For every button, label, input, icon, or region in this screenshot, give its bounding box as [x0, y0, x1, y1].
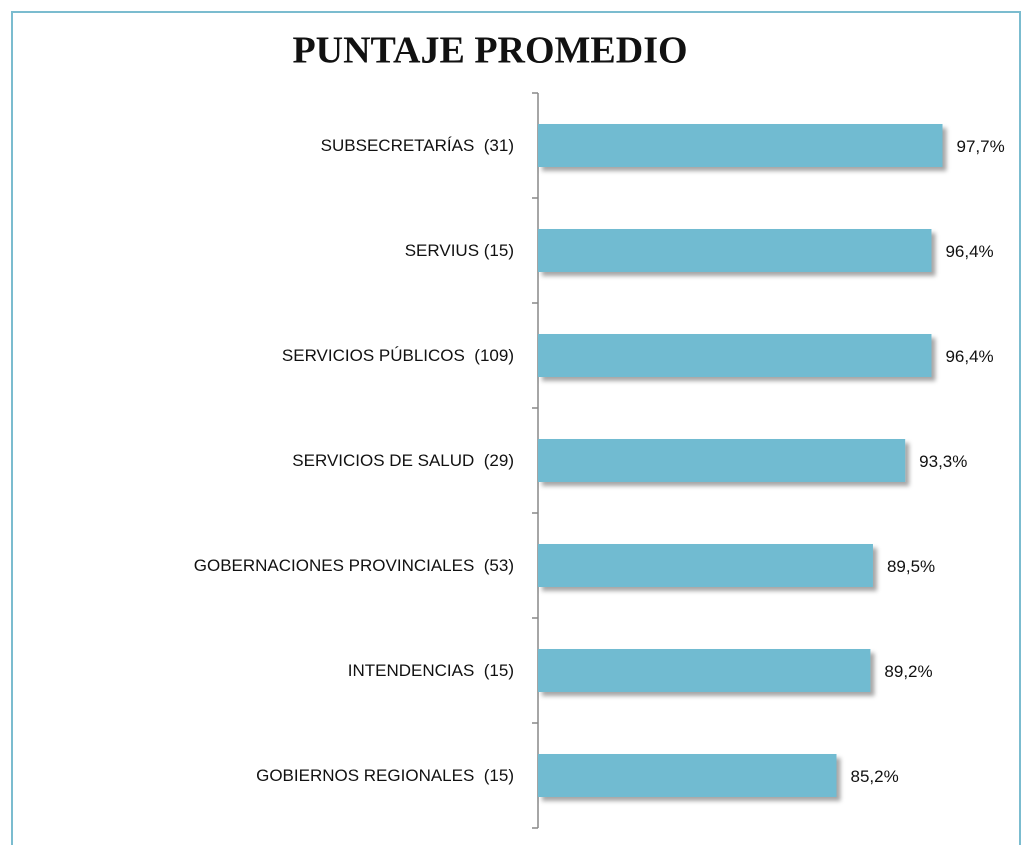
value-label: 96,4% — [945, 347, 993, 366]
y-tick-label: SUBSECRETARÍAS (31) — [321, 136, 514, 155]
value-label: 89,2% — [884, 662, 932, 681]
value-label: 93,3% — [919, 452, 967, 471]
y-tick-label: SERVICIOS DE SALUD (29) — [292, 451, 514, 470]
value-label: 89,5% — [887, 557, 935, 576]
y-tick-label: SERVICIOS PÚBLICOS (109) — [282, 346, 514, 365]
y-tick-label: GOBIERNOS REGIONALES (15) — [256, 766, 514, 785]
bar — [538, 229, 932, 272]
chart-title: PUNTAJE PROMEDIO — [292, 30, 687, 72]
bar — [538, 544, 873, 587]
bar — [538, 124, 943, 167]
value-label: 96,4% — [945, 242, 993, 261]
bar — [538, 439, 906, 482]
y-tick-label: INTENDENCIAS (15) — [348, 661, 514, 680]
frame — [11, 11, 1021, 845]
y-tick-label: SERVIUS (15) — [405, 241, 514, 260]
bar — [538, 754, 837, 797]
value-label: 97,7% — [956, 137, 1004, 156]
value-label: 85,2% — [850, 767, 898, 786]
y-tick-label: GOBERNACIONES PROVINCIALES (53) — [194, 556, 514, 575]
bar — [538, 334, 932, 377]
bar — [538, 649, 871, 692]
